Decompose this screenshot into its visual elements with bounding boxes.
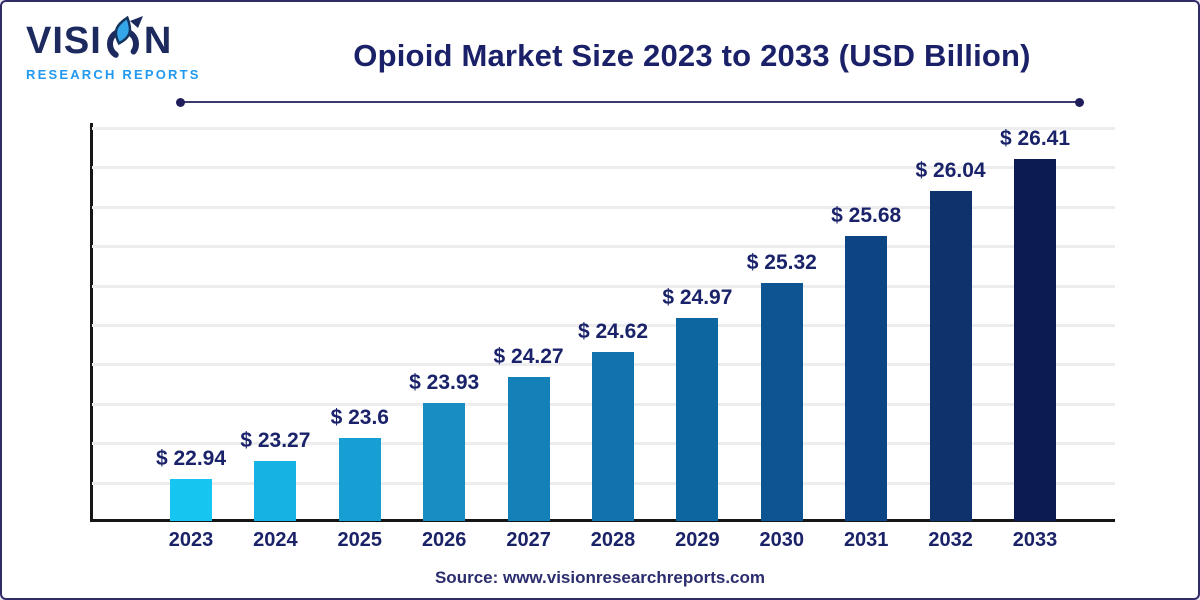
x-axis-label-2024: 2024 [253, 529, 298, 551]
bar-value-label-2028: $ 24.62 [577, 320, 649, 343]
x-axis-label-2023: 2023 [168, 529, 214, 551]
gridline [92, 166, 1115, 170]
bar-value-label-2032: $ 26.04 [915, 159, 986, 182]
bar-value-label-2029: $ 24.97 [662, 286, 733, 309]
title-underline [176, 97, 1084, 107]
bar-value-label-2031: $ 25.68 [831, 204, 902, 227]
bar-2030 [760, 283, 803, 521]
bar-value-label-2023: $ 22.94 [155, 447, 227, 470]
chart-title: Opioid Market Size 2023 to 2033 (USD Bil… [353, 38, 1031, 73]
bar-2024 [254, 461, 297, 521]
bar-value-label-2025: $ 23.6 [330, 406, 389, 429]
bar-2028 [592, 352, 634, 521]
bar-2031 [845, 236, 888, 521]
bar-2026 [423, 403, 466, 521]
x-axis-label-2028: 2028 [590, 529, 636, 551]
x-axis-label-2025: 2025 [337, 529, 383, 551]
source-text: Source: www.visionresearchreports.com [434, 568, 766, 587]
y-axis-line [90, 123, 93, 521]
vision-logo-drop-icon [106, 15, 143, 60]
vision-logo: VISI N RESEARCH REPORTS [26, 15, 206, 82]
x-axis-label-2027: 2027 [506, 529, 551, 551]
logo-text-suffix: N [143, 20, 173, 62]
logo-subtitle: RESEARCH REPORTS [26, 67, 201, 82]
x-axis-label-2033: 2033 [1012, 529, 1058, 551]
bar-value-label-2026: $ 23.93 [409, 371, 480, 394]
x-axis-label-2030: 2030 [759, 529, 805, 551]
x-axis-label-2032: 2032 [928, 529, 973, 551]
logo-text-prefix: VISI [26, 20, 102, 62]
bar-value-label-2030: $ 25.32 [746, 251, 817, 274]
vision-logo-wordmark: VISI N [26, 15, 206, 64]
plot-area: $ 22.94 $ 23.27 $ 23.6 $ 23.93 $ 24.27 $ 24.6… [92, 127, 1115, 521]
gridline [92, 205, 1115, 209]
gridline [92, 284, 1115, 288]
bar-value-label-2033: $ 26.41 [999, 127, 1071, 150]
bar-2023 [170, 479, 212, 521]
underline-dot-left-icon [176, 97, 185, 107]
bar-value-label-2027: $ 24.27 [493, 345, 564, 368]
bar-value-label-2024: $ 23.27 [240, 429, 311, 452]
bar-2025 [338, 438, 381, 521]
bar-2029 [676, 318, 719, 521]
bar-2033 [1014, 159, 1056, 521]
x-axis-label-2026: 2026 [421, 529, 467, 551]
gridline [92, 127, 1115, 130]
gridline [92, 324, 1115, 327]
underline-dot-right-icon [1075, 97, 1084, 107]
bar-2032 [929, 191, 972, 521]
x-axis-label-2031: 2031 [843, 529, 889, 551]
x-axis-labels: 2023 2024 2025 2026 2027 2028 2029 2030 2031 2032… [92, 529, 1115, 557]
bar-2027 [507, 377, 550, 521]
gridline [92, 245, 1115, 249]
x-axis-label-2029: 2029 [675, 529, 720, 551]
